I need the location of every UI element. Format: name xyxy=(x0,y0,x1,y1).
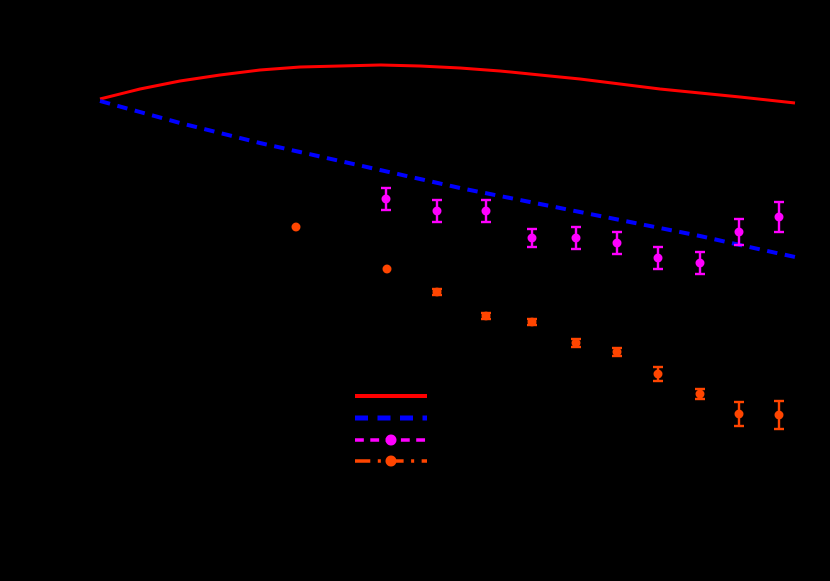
series-curve-red xyxy=(99,63,796,105)
series-curve-blue xyxy=(99,99,796,259)
data-point-data-orange[interactable] xyxy=(653,369,663,379)
legend-marker-3 xyxy=(385,455,397,467)
chart-legend xyxy=(355,394,427,467)
data-point-data-magenta[interactable] xyxy=(734,227,744,237)
data-point-data-magenta[interactable] xyxy=(381,194,391,204)
data-point-data-magenta[interactable] xyxy=(612,238,622,248)
data-point-data-orange[interactable] xyxy=(481,311,491,321)
data-point-data-orange[interactable] xyxy=(382,264,392,274)
data-point-data-magenta[interactable] xyxy=(527,233,537,243)
series-data-magenta xyxy=(381,186,784,276)
data-point-data-magenta[interactable] xyxy=(774,212,784,222)
series-line-curve-red xyxy=(99,63,796,105)
data-point-data-orange[interactable] xyxy=(291,222,301,232)
data-point-data-orange[interactable] xyxy=(734,409,744,419)
data-point-data-magenta[interactable] xyxy=(481,206,491,216)
data-point-data-magenta[interactable] xyxy=(695,258,705,268)
series-line-curve-blue xyxy=(99,99,796,259)
series-layer xyxy=(99,63,796,431)
data-point-data-orange[interactable] xyxy=(432,287,442,297)
data-point-data-orange[interactable] xyxy=(695,389,705,399)
data-point-data-magenta[interactable] xyxy=(571,233,581,243)
series-data-orange xyxy=(291,222,784,431)
legend-marker-2 xyxy=(385,434,397,446)
data-point-data-orange[interactable] xyxy=(774,410,784,420)
data-point-data-orange[interactable] xyxy=(571,338,581,348)
data-point-data-orange[interactable] xyxy=(612,347,622,357)
data-point-data-magenta[interactable] xyxy=(432,206,442,216)
data-point-data-orange[interactable] xyxy=(527,317,537,327)
data-point-data-magenta[interactable] xyxy=(653,253,663,263)
